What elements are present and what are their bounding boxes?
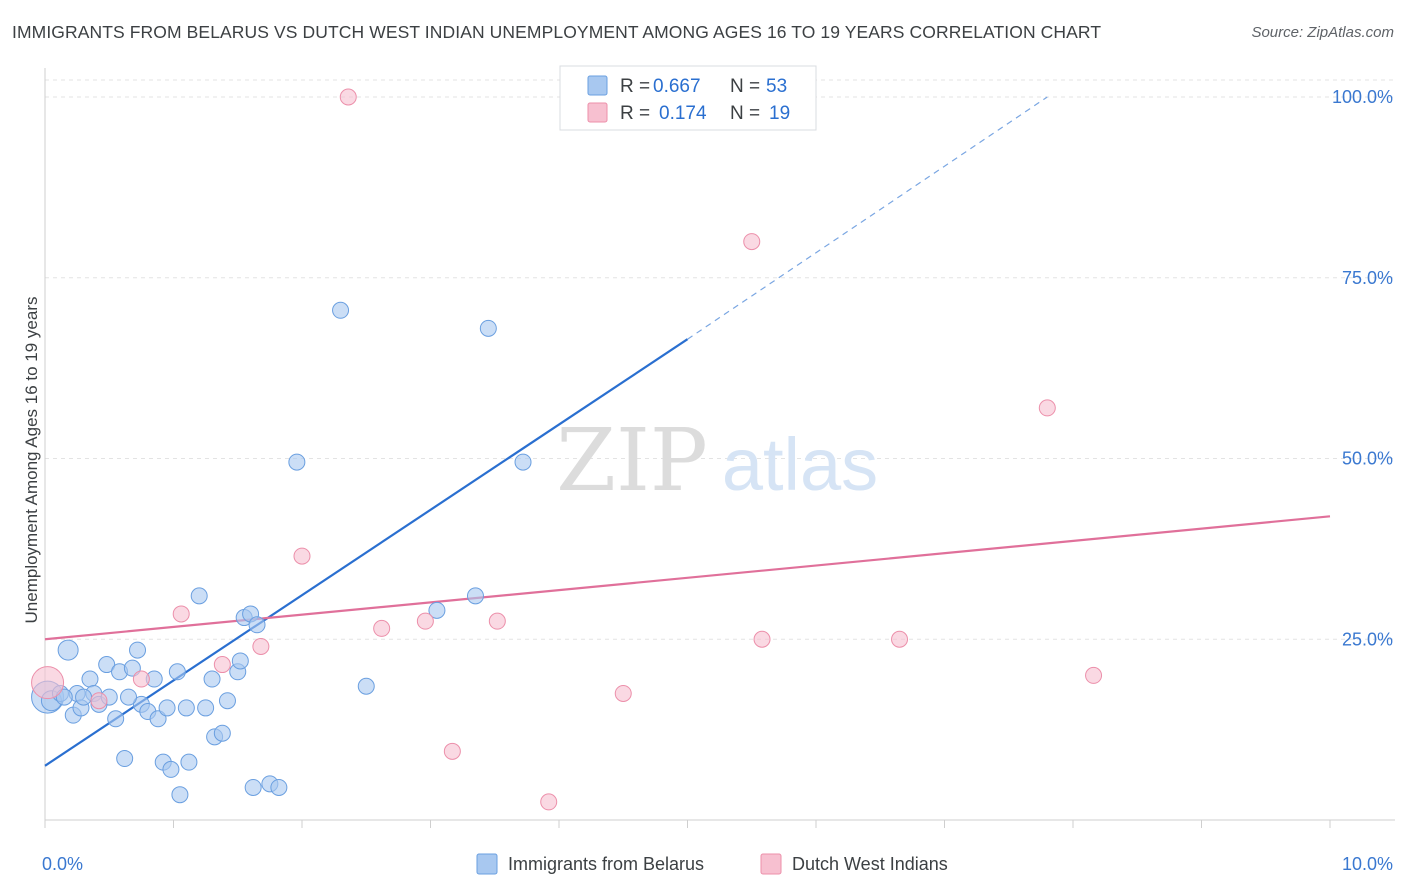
watermark-zip: ZIP	[556, 411, 708, 511]
point-dutch-west-indians-9	[416, 612, 434, 630]
point-belarus-12	[107, 710, 125, 728]
chart-title: IMMIGRANTS FROM BELARUS VS DUTCH WEST IN…	[12, 22, 1102, 42]
point-belarus-33	[218, 692, 236, 710]
point-dutch-west-indians-7	[339, 88, 357, 106]
x-tick-label-max: 10.0%	[1342, 854, 1393, 874]
point-dutch-west-indians-14	[743, 233, 761, 251]
y-axis-label: Unemployment Among Ages 16 to 19 years	[22, 296, 41, 624]
point-belarus-48	[514, 453, 532, 471]
watermark: ZIP atlas	[556, 411, 878, 511]
point-dutch-west-indians-15	[753, 630, 771, 648]
point-dutch-west-indians-11	[488, 612, 506, 630]
point-belarus-42	[288, 453, 306, 471]
point-dutch-west-indians-3	[172, 605, 190, 623]
legend-swatch-dutch-west-indians	[760, 853, 782, 875]
point-belarus-32	[213, 724, 231, 742]
stats-legend-r-label: R =	[620, 76, 650, 97]
point-dutch-west-indians-8	[373, 619, 391, 637]
point-dutch-west-indians-17	[1038, 399, 1056, 417]
source-credit: Source: ZipAtlas.com	[1251, 24, 1394, 41]
y-tick-label-0: 25.0%	[1342, 629, 1393, 649]
y-tick-labels: 25.0% 50.0% 75.0% 100.0%	[1332, 87, 1393, 649]
point-belarus-22	[158, 699, 176, 717]
point-belarus-16	[129, 641, 147, 659]
point-dutch-west-indians-10	[443, 742, 461, 760]
point-belarus-41	[270, 778, 288, 796]
point-belarus-35	[231, 652, 249, 670]
point-dutch-west-indians-6	[293, 547, 311, 565]
axes	[44, 68, 1395, 828]
y-tick-label-2: 75.0%	[1342, 268, 1393, 288]
point-belarus-47	[479, 319, 497, 337]
trend-line-belarus	[44, 338, 689, 767]
point-belarus-29	[197, 699, 215, 717]
point-belarus-23	[162, 760, 180, 778]
y-tick-label-1: 50.0%	[1342, 449, 1393, 469]
point-dutch-west-indians-18	[1085, 666, 1103, 684]
point-belarus-3	[57, 639, 79, 661]
point-dutch-west-indians-12	[540, 793, 558, 811]
point-belarus-50	[120, 688, 138, 706]
watermark-atlas: atlas	[722, 423, 878, 506]
point-belarus-28	[190, 587, 208, 605]
point-dutch-west-indians-1	[90, 692, 108, 710]
data-points	[31, 88, 1103, 811]
stats-legend-r-value-belarus: 0.667	[653, 76, 701, 97]
point-belarus-14	[116, 750, 134, 768]
point-belarus-44	[357, 677, 375, 695]
stats-legend-n-label: N =	[730, 76, 760, 97]
stats-legend-n-label-2: N =	[730, 103, 760, 124]
stats-legend-n-value-belarus: 53	[766, 76, 787, 97]
point-belarus-7	[81, 670, 99, 688]
point-belarus-43	[332, 301, 350, 319]
point-belarus-26	[177, 699, 195, 717]
point-dutch-west-indians-4	[213, 656, 231, 674]
trend-line-belarus-extension	[687, 96, 1048, 340]
x-tick-label-min: 0.0%	[42, 854, 83, 874]
grid-lines	[45, 79, 1395, 640]
stats-legend-swatch-dutch-west-indians	[587, 102, 608, 123]
point-dutch-west-indians-2	[132, 670, 150, 688]
point-belarus-10	[98, 656, 116, 674]
point-belarus-24	[168, 663, 186, 681]
legend-label-belarus: Immigrants from Belarus	[508, 854, 704, 874]
legend-swatch-belarus	[476, 853, 498, 875]
stats-legend-r-label-2: R =	[620, 103, 650, 124]
point-dutch-west-indians-5	[252, 637, 270, 655]
point-belarus-39	[248, 616, 266, 634]
stats-legend-swatch-belarus	[587, 75, 608, 96]
point-belarus-38	[244, 778, 262, 796]
x-tick-labels: 0.0% 10.0%	[42, 854, 1393, 874]
point-dutch-west-indians-13	[614, 684, 632, 702]
point-dutch-west-indians-16	[891, 630, 909, 648]
point-belarus-51	[75, 688, 93, 706]
point-belarus-45	[428, 601, 446, 619]
point-belarus-25	[171, 786, 189, 804]
legend-label-dutch-west-indians: Dutch West Indians	[792, 854, 948, 874]
point-belarus-30	[203, 670, 221, 688]
stats-legend-r-value-dutch-west-indians: 0.174	[659, 103, 707, 124]
y-tick-label-3: 100.0%	[1332, 87, 1393, 107]
bottom-legend: Immigrants from Belarus Dutch West India…	[476, 853, 948, 875]
point-belarus-46	[466, 587, 484, 605]
point-dutch-west-indians-0	[31, 666, 65, 700]
point-belarus-27	[180, 753, 198, 771]
stats-legend-n-value-dutch-west-indians: 19	[769, 103, 790, 124]
stats-legend: R = 0.667 N = 53 R = 0.174 N = 19	[559, 65, 817, 131]
